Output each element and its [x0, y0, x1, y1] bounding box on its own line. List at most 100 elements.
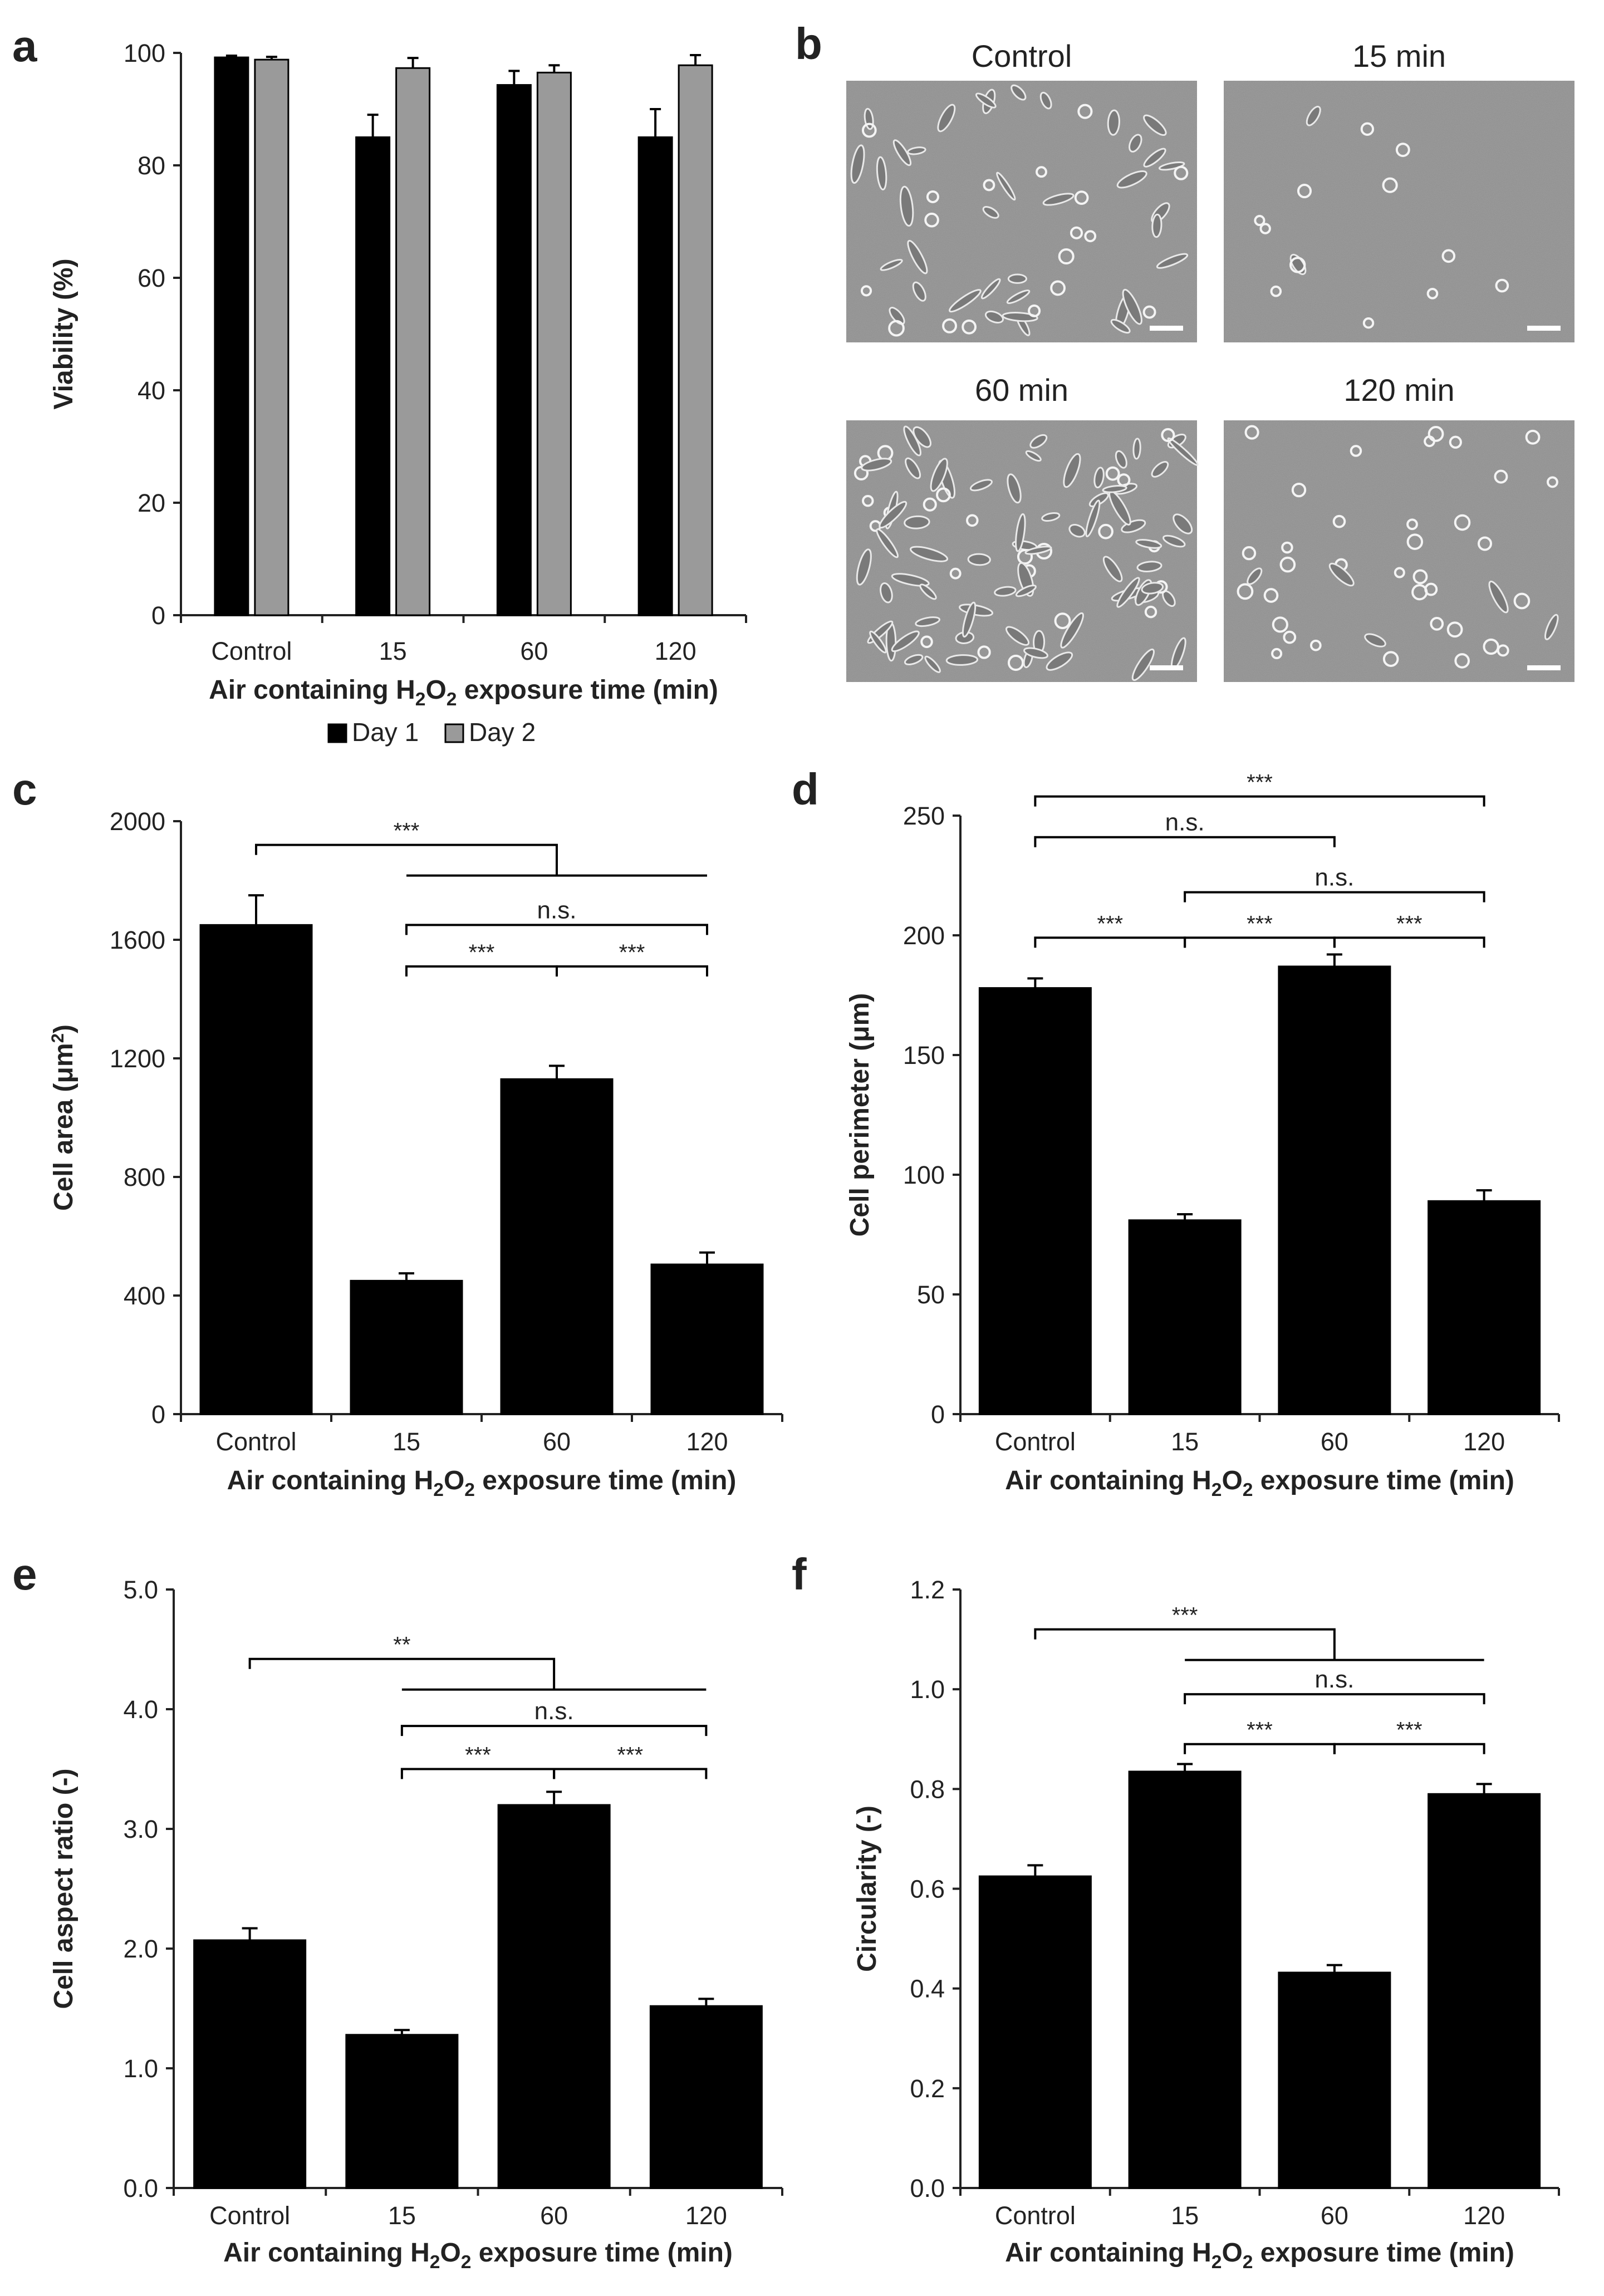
cell-round — [1382, 651, 1399, 667]
x-tick-label: Control — [209, 2201, 290, 2230]
bar — [497, 1804, 611, 2189]
cell-spread — [1068, 524, 1086, 538]
y-tick-label: 0 — [151, 601, 165, 630]
x-tick-label: Control — [995, 2201, 1076, 2230]
panel-b: b Control 15 min 60 min 120 min — [795, 19, 1574, 682]
x-tick-label: Control — [995, 1427, 1076, 1456]
cell-round — [1406, 518, 1418, 531]
cell-round — [1350, 445, 1362, 457]
cell-spread — [996, 171, 1016, 201]
cell-spread — [994, 586, 1017, 597]
y-tick-label: 0.0 — [910, 2174, 945, 2202]
cell-round — [1028, 304, 1041, 317]
x-tick-label: 60 — [1321, 1427, 1348, 1456]
cell-round — [924, 212, 939, 228]
cell-spread — [861, 458, 892, 472]
cell-round — [1394, 567, 1405, 578]
bar — [650, 1263, 764, 1415]
cell-spread — [1162, 534, 1186, 548]
cell-round — [1237, 583, 1254, 600]
micrograph-label: Control — [972, 38, 1072, 73]
micrograph-label: 120 min — [1343, 372, 1454, 408]
panel-letter-e: e — [12, 1549, 37, 1599]
significance-label: *** — [617, 1743, 643, 1768]
significance-label: n.s. — [537, 896, 577, 924]
significance-label: *** — [1247, 1718, 1273, 1743]
cell-round — [1483, 638, 1499, 655]
x-tick-label: 60 — [1321, 2201, 1348, 2230]
significance-label: *** — [1396, 911, 1422, 936]
significance-bracket — [405, 965, 558, 977]
cell-spread — [880, 258, 903, 271]
significance-label: *** — [1172, 1603, 1198, 1628]
cell-round — [1441, 249, 1456, 263]
cell-round — [1281, 541, 1293, 554]
y-tick-label: 4.0 — [123, 1695, 158, 1724]
significance-label: *** — [469, 940, 495, 965]
x-tick-label: Control — [215, 1427, 296, 1456]
cell-round — [1036, 166, 1047, 178]
x-tick-label: Control — [211, 637, 292, 665]
x-tick-label: 15 — [1171, 2201, 1199, 2230]
cell-spread — [907, 146, 926, 155]
x-tick-label: 120 — [686, 1427, 728, 1456]
bar — [345, 2034, 459, 2189]
significance-label: ** — [393, 1633, 410, 1657]
cell-spread — [1167, 437, 1199, 466]
bar — [395, 67, 431, 616]
cell-round — [1382, 177, 1398, 193]
cell-round — [1074, 190, 1089, 205]
cell-spread — [945, 654, 979, 666]
significance-label: n.s. — [1314, 864, 1354, 891]
cell-spread — [1025, 450, 1042, 462]
cell-spread — [876, 156, 887, 190]
cell-round — [962, 319, 977, 335]
cell-spread — [1023, 647, 1048, 659]
legend-label: Day 1 — [352, 718, 419, 747]
cell-round — [942, 318, 958, 333]
cell-spread — [880, 582, 893, 604]
cell-spread — [891, 630, 920, 653]
y-tick-label: 5.0 — [123, 1576, 158, 1604]
bar — [1128, 1219, 1242, 1415]
cell-round — [1332, 514, 1346, 528]
y-tick-label: 0.2 — [910, 2074, 945, 2103]
cell-spread — [1306, 105, 1321, 126]
cell-round — [1142, 305, 1156, 319]
significance-bracket — [405, 924, 708, 935]
cell-round — [1050, 280, 1066, 296]
cell-round — [1360, 122, 1375, 136]
bar — [536, 71, 572, 616]
significance-bracket — [1184, 891, 1485, 902]
bar — [1278, 965, 1391, 1415]
cell-round — [1058, 248, 1075, 265]
micrograph-0 — [846, 81, 1197, 342]
cell-round — [861, 122, 877, 138]
cell-spread — [905, 457, 921, 479]
cell-spread — [856, 548, 872, 586]
x-tick-label: 60 — [543, 1427, 571, 1456]
significance-label: *** — [1396, 1718, 1422, 1743]
cell-round — [1395, 143, 1410, 158]
y-tick-label: 3.0 — [123, 1815, 158, 1843]
significance-bracket — [1034, 936, 1186, 948]
cell-spread — [1107, 109, 1120, 136]
chart-panel-d: d 0 50 100 150 200 250 Control 15 60 120 Air contai… — [792, 764, 1560, 1500]
cell-round — [1547, 476, 1558, 488]
x-axis-title: Air containing H2O2 exposure time (min) — [209, 675, 718, 710]
y-tick-label: 0.8 — [910, 1775, 945, 1803]
cell-round — [1289, 257, 1306, 273]
cell-round — [1525, 429, 1541, 445]
cell-spread — [962, 601, 977, 638]
cell-round — [1494, 469, 1508, 484]
cell-round — [1084, 230, 1097, 243]
cell-round — [1244, 425, 1259, 440]
chart-panel-e: e 0.0 1.0 2.0 3.0 4.0 5.0 Control 15 60 120 Air con… — [12, 1549, 783, 2273]
cell-spread — [937, 104, 956, 133]
cell-spread — [915, 616, 940, 627]
bar — [637, 136, 673, 616]
cell-round — [1007, 654, 1024, 671]
scale-bar — [1527, 326, 1561, 331]
cell-spread — [879, 501, 908, 529]
